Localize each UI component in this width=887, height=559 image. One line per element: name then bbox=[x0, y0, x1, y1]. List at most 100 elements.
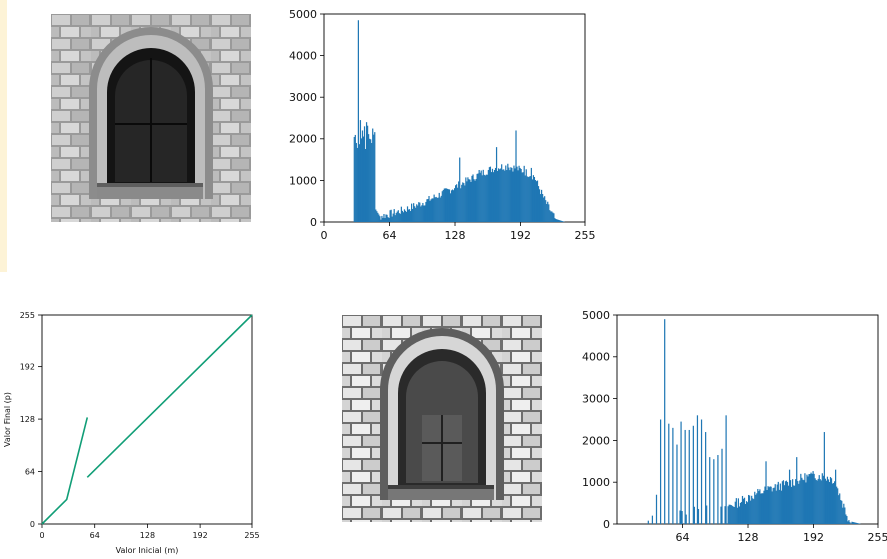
histogram-bar bbox=[664, 319, 666, 524]
histogram-bar bbox=[406, 206, 409, 222]
histogram-bar bbox=[531, 179, 533, 222]
histogram-bar bbox=[779, 483, 781, 524]
histogram-bar bbox=[444, 188, 446, 222]
histogram-bar bbox=[355, 142, 357, 222]
histogram-bar bbox=[752, 498, 754, 524]
histogram-bar bbox=[520, 168, 522, 222]
histogram-bar bbox=[474, 180, 476, 222]
histogram-bar bbox=[356, 147, 358, 222]
histogram-bar bbox=[534, 180, 537, 222]
y-tick-label: 3000 bbox=[289, 91, 317, 104]
histogram-bar bbox=[775, 490, 777, 524]
x-tick-label: 128 bbox=[445, 229, 466, 242]
y-tick-label: 3000 bbox=[582, 392, 610, 405]
histogram-bar bbox=[449, 193, 452, 222]
histogram-bar bbox=[788, 469, 791, 524]
histogram-bar bbox=[529, 176, 531, 222]
histogram-bar bbox=[849, 522, 851, 524]
histogram-bar bbox=[387, 217, 389, 222]
histogram-bar bbox=[796, 457, 798, 524]
histogram-bar bbox=[847, 521, 849, 524]
x-tick-label: 255 bbox=[868, 531, 887, 544]
histogram-bar bbox=[817, 478, 819, 524]
histogram-bar bbox=[713, 459, 715, 524]
histogram-bar bbox=[409, 211, 412, 222]
histogram-bar bbox=[470, 181, 472, 222]
histogram-bar bbox=[735, 498, 737, 524]
x-tick-label: 128 bbox=[738, 531, 759, 544]
histogram-bar bbox=[360, 138, 363, 222]
histogram-bar bbox=[535, 181, 538, 222]
histogram-bar bbox=[540, 189, 543, 222]
histogram-bar bbox=[496, 170, 499, 222]
histogram-bar bbox=[757, 488, 759, 524]
histogram-bar bbox=[807, 476, 809, 524]
histogram-bar bbox=[763, 490, 765, 524]
histogram-bar bbox=[553, 213, 555, 222]
histogram-bar bbox=[501, 164, 503, 222]
histogram-bar bbox=[808, 474, 810, 524]
histogram-bar bbox=[743, 497, 746, 524]
histogram-bar bbox=[412, 208, 414, 222]
histogram-bar bbox=[830, 478, 833, 524]
histogram-bar bbox=[684, 429, 686, 524]
histogram-bar bbox=[481, 175, 483, 222]
histogram-bar bbox=[477, 173, 479, 222]
histogram-bar bbox=[402, 212, 405, 222]
x-axis-label: Valor Inicial (m) bbox=[116, 546, 179, 555]
histogram-bar bbox=[500, 168, 502, 222]
histogram-bar bbox=[375, 209, 377, 222]
histogram-bar bbox=[513, 165, 515, 222]
histogram-bar bbox=[733, 507, 735, 524]
histogram-bar bbox=[765, 461, 767, 524]
original-window-photo bbox=[51, 14, 251, 222]
histogram-bar bbox=[558, 220, 560, 222]
histogram-bar bbox=[856, 522, 858, 524]
y-tick-label: 4000 bbox=[582, 351, 610, 364]
histogram-bar bbox=[363, 126, 366, 222]
histogram-bar bbox=[554, 218, 556, 222]
x-tick-label: 64 bbox=[676, 531, 690, 544]
histogram-bar bbox=[832, 483, 835, 524]
histogram-bar bbox=[532, 175, 535, 222]
y-tick-label: 5000 bbox=[289, 8, 317, 21]
histogram-bar bbox=[858, 523, 860, 524]
histogram-bar bbox=[826, 476, 829, 524]
x-tick-label: 0 bbox=[39, 531, 44, 540]
histogram-bars bbox=[353, 20, 565, 222]
histogram-bar bbox=[551, 211, 553, 222]
histogram-bar bbox=[812, 471, 814, 524]
histogram-bar bbox=[463, 183, 465, 222]
histogram-bar bbox=[818, 475, 820, 524]
x-tick-label: 128 bbox=[140, 531, 155, 540]
histogram-bar bbox=[385, 214, 387, 222]
histogram-bar bbox=[475, 179, 477, 222]
histogram-bar bbox=[805, 482, 807, 524]
histogram-bar bbox=[420, 206, 422, 222]
histogram-bar bbox=[370, 139, 372, 222]
histogram-bar bbox=[821, 473, 823, 524]
histogram-bar bbox=[438, 192, 440, 222]
histogram-bar bbox=[403, 209, 406, 222]
histogram-bar bbox=[688, 429, 690, 524]
histogram-bar bbox=[413, 203, 415, 222]
histogram-bar bbox=[696, 415, 699, 524]
histogram-bar bbox=[445, 188, 448, 222]
histogram-bar bbox=[561, 221, 563, 222]
histogram-bar bbox=[537, 186, 540, 222]
histogram-bar bbox=[668, 423, 670, 524]
histogram-bar bbox=[760, 493, 762, 524]
histogram-bar bbox=[727, 506, 729, 524]
histogram-bar bbox=[480, 170, 482, 222]
histogram-bar bbox=[828, 482, 831, 524]
histogram-bar bbox=[831, 483, 834, 524]
histogram-bar bbox=[784, 481, 787, 524]
histogram-bar bbox=[813, 473, 815, 524]
histogram-bar bbox=[800, 473, 802, 524]
y-tick-label: 192 bbox=[20, 362, 35, 371]
transform-series-line bbox=[86, 314, 253, 478]
histogram-bar bbox=[835, 469, 837, 524]
histogram-bar bbox=[706, 505, 708, 524]
histogram-bar bbox=[851, 521, 853, 524]
histogram-bar bbox=[806, 474, 808, 524]
